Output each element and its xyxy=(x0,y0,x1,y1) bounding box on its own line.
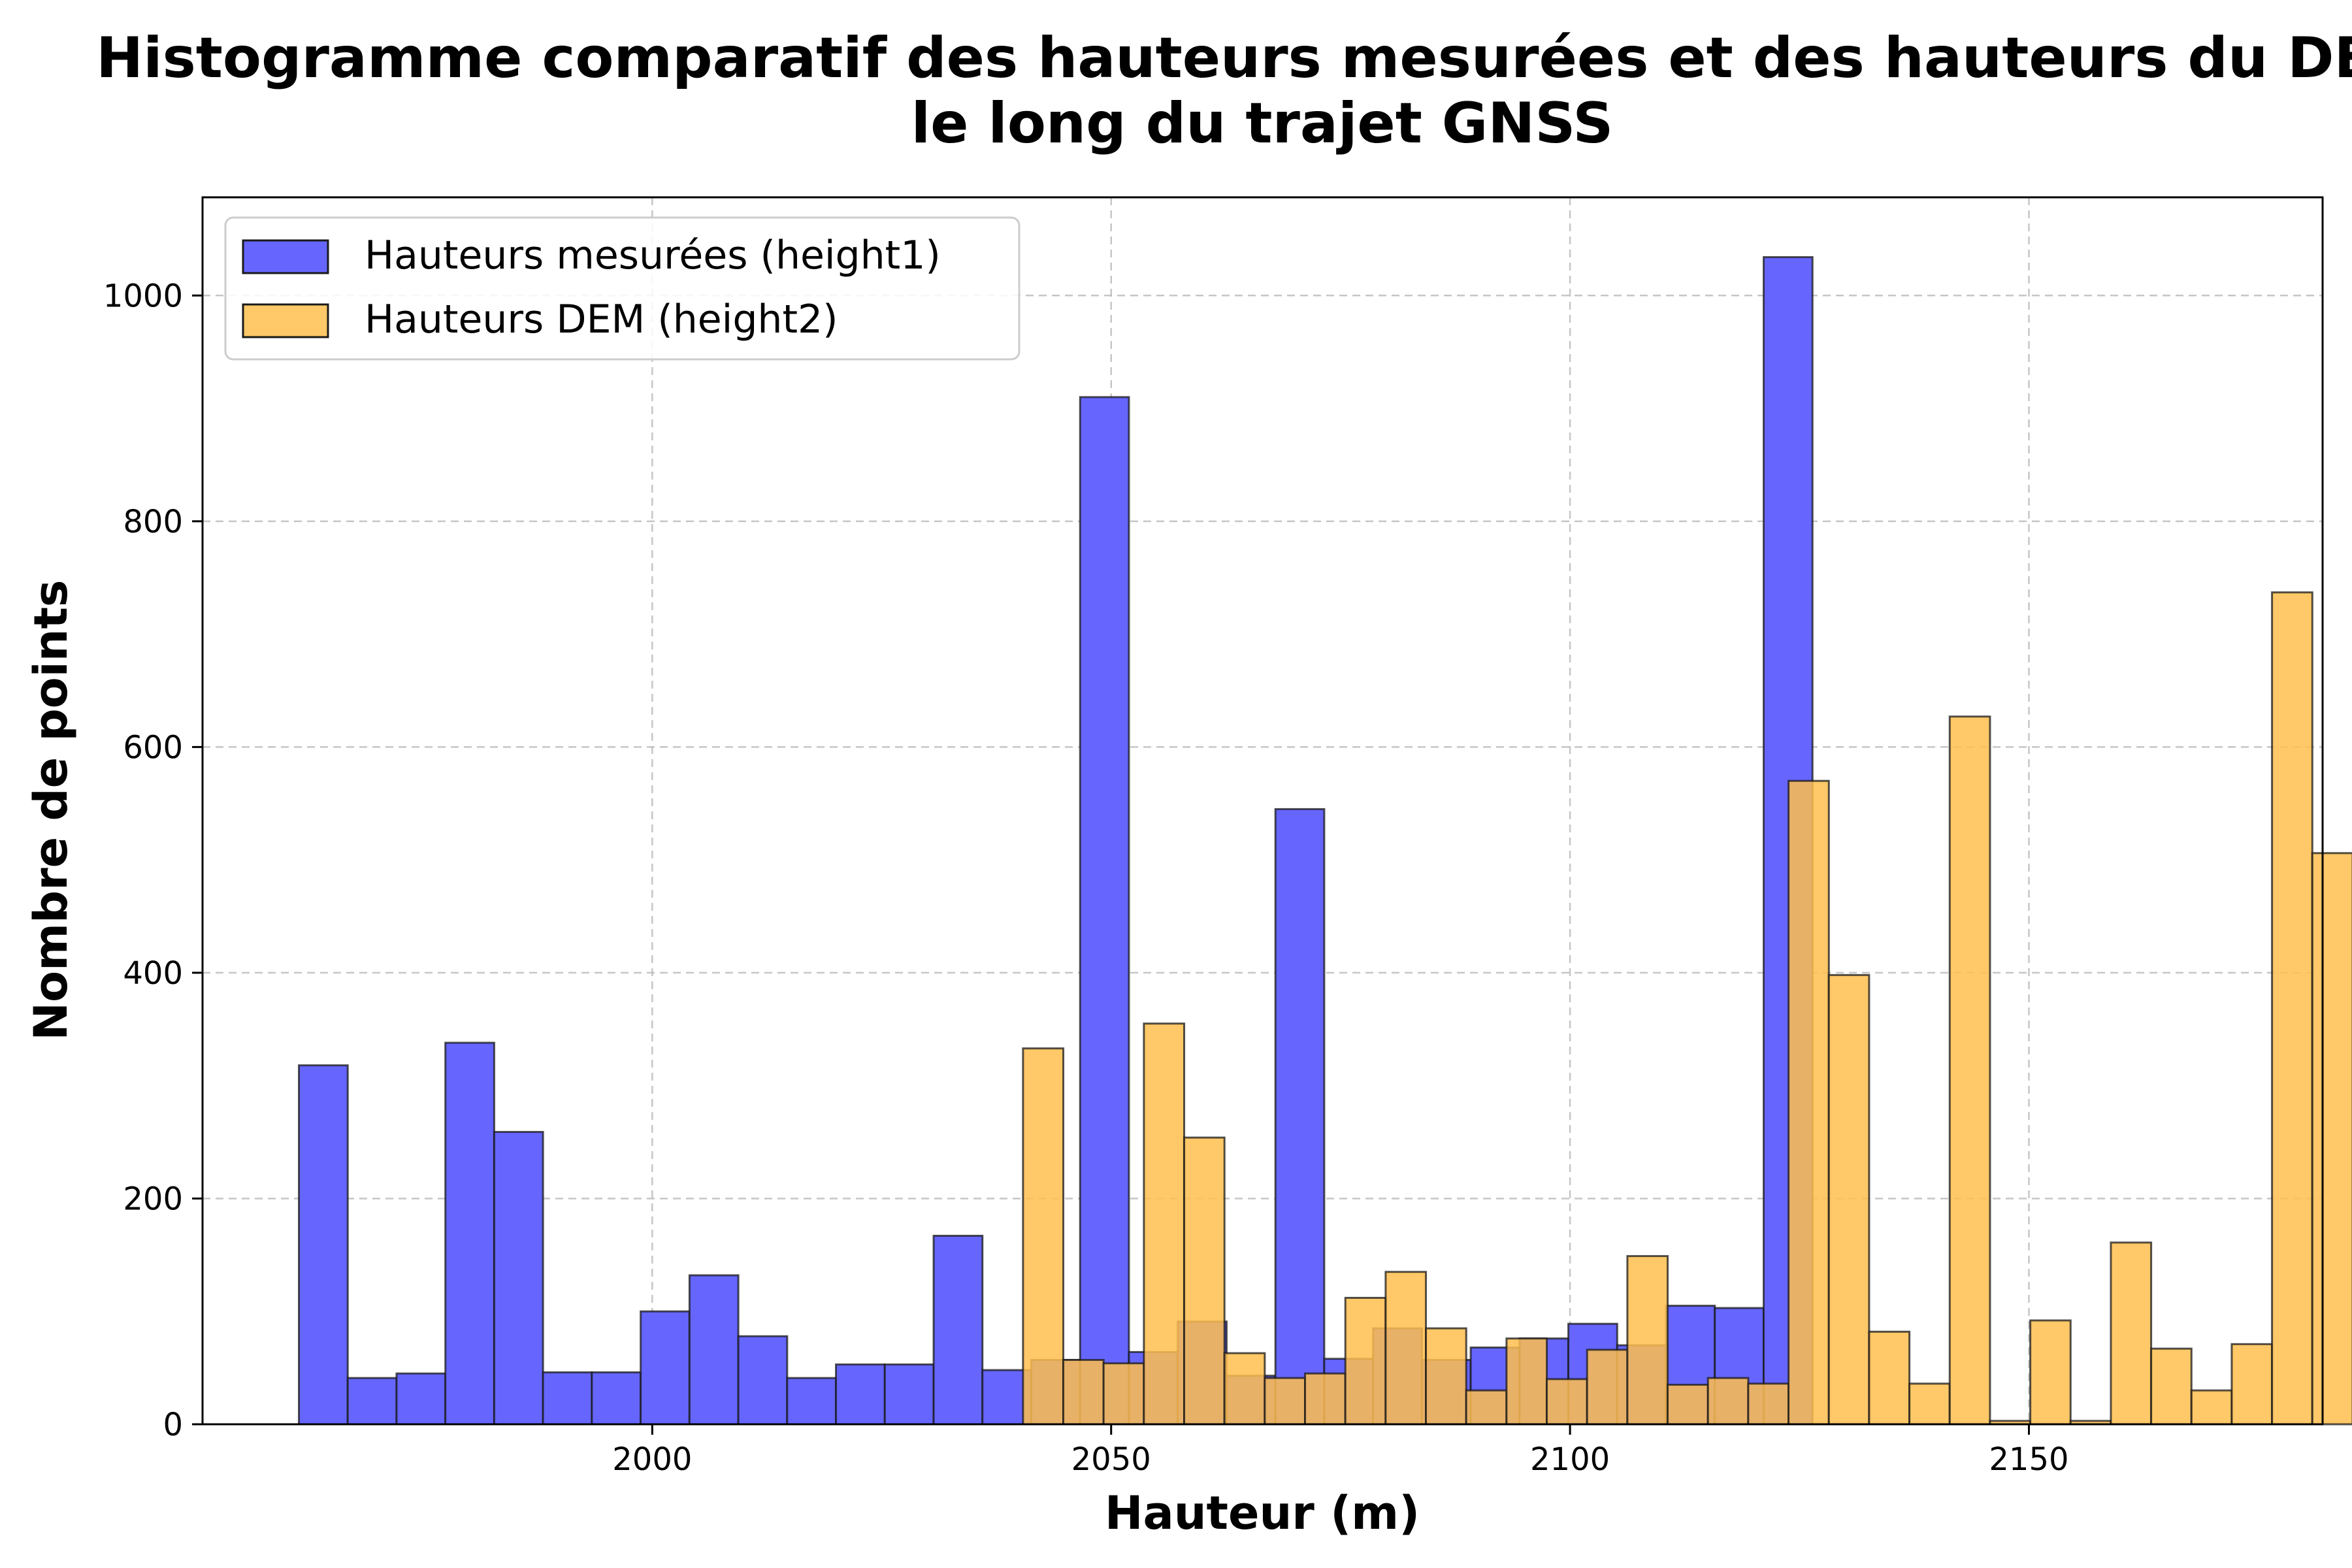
bar-height2-12 xyxy=(1505,1337,1548,1426)
bar-height2-19 xyxy=(1788,779,1830,1426)
y-tick-label: 200 xyxy=(123,1181,183,1217)
bar-height2-30 xyxy=(2230,1343,2274,1426)
x-tick-label: 2150 xyxy=(1989,1441,2068,1478)
y-tick-label: 400 xyxy=(123,955,183,992)
bar-height1-4 xyxy=(493,1131,544,1426)
bar-height1-9 xyxy=(737,1335,789,1426)
bar-height2-20 xyxy=(1827,973,1870,1426)
bar-height2-9 xyxy=(1384,1271,1428,1426)
bar-height1-12 xyxy=(883,1363,935,1426)
legend: Hauteurs mesurées (height1) Hauteurs DEM … xyxy=(224,216,1021,361)
y-axis-label: Nombre de points xyxy=(24,580,78,1040)
ticks: 2000 2050 2100 2150 0 200 400 600 800 1000 xyxy=(103,278,2069,1478)
bar-height2-3 xyxy=(1143,1022,1186,1426)
title-line-1: Histogramme comparatif des hauteurs mesu… xyxy=(96,25,2352,91)
bar-height2-0 xyxy=(1022,1047,1065,1426)
bar-height2-6 xyxy=(1264,1377,1307,1426)
bar-height2-11 xyxy=(1465,1389,1508,1426)
chart-title: Histogramme comparatif des hauteurs mesu… xyxy=(96,25,2352,156)
x-tick-label: 2050 xyxy=(1071,1441,1151,1478)
bar-height2-1 xyxy=(1062,1359,1105,1426)
bar-height2-28 xyxy=(2150,1347,2193,1426)
plot-frame xyxy=(201,196,2324,1426)
y-tick-label: 1000 xyxy=(103,278,183,314)
bar-height1-3 xyxy=(444,1041,495,1426)
bar-height2-21 xyxy=(1868,1330,1911,1426)
bar-height1-1 xyxy=(346,1377,398,1426)
legend-label-2: Hauteurs DEM (height2) xyxy=(365,297,838,342)
bar-height1-2 xyxy=(395,1372,447,1426)
bar-height2-22 xyxy=(1908,1382,1951,1426)
bar-height2-17 xyxy=(1707,1377,1750,1426)
bar-height1-7 xyxy=(640,1310,691,1426)
x-axis-label: Hauteur (m) xyxy=(1105,1486,1420,1540)
bar-height1-10 xyxy=(786,1377,838,1426)
bars xyxy=(298,256,2352,1426)
bar-height2-32 xyxy=(2311,852,2352,1426)
bar-height1-13 xyxy=(932,1234,984,1426)
legend-swatch-2 xyxy=(242,303,329,338)
bar-height2-10 xyxy=(1425,1327,1467,1426)
bar-height2-5 xyxy=(1223,1352,1266,1426)
bar-height1-8 xyxy=(688,1274,740,1426)
bar-height2-14 xyxy=(1586,1348,1629,1426)
bar-height2-16 xyxy=(1667,1384,1709,1426)
bar-height2-2 xyxy=(1102,1362,1145,1426)
bar-height2-15 xyxy=(1626,1255,1669,1426)
axes xyxy=(201,196,2324,1426)
bar-height2-29 xyxy=(2190,1389,2233,1426)
y-tick-label: 800 xyxy=(123,504,183,540)
x-tick-label: 2100 xyxy=(1530,1441,1610,1478)
y-tick-label: 600 xyxy=(123,729,183,766)
bar-height2-25 xyxy=(2029,1319,2072,1426)
bar-height2-8 xyxy=(1344,1296,1387,1426)
title-line-2: le long du trajet GNSS xyxy=(911,91,1614,156)
bar-height2-27 xyxy=(2110,1241,2153,1426)
bar-height2-31 xyxy=(2271,591,2313,1426)
bar-height2-7 xyxy=(1304,1372,1347,1426)
bar-height1-0 xyxy=(298,1064,349,1426)
bar-height1-11 xyxy=(835,1363,886,1426)
bar-height2-18 xyxy=(1747,1382,1790,1426)
legend-label-1: Hauteurs mesurées (height1) xyxy=(365,233,941,278)
bar-height1-16 xyxy=(1079,396,1130,1426)
bar-height2-23 xyxy=(1948,715,1991,1426)
bar-height1-6 xyxy=(591,1371,642,1426)
bar-height1-20 xyxy=(1274,808,1326,1426)
legend-box xyxy=(224,216,1021,361)
bar-height2-13 xyxy=(1546,1378,1588,1426)
y-tick-label: 0 xyxy=(163,1407,183,1443)
bar-height2-4 xyxy=(1183,1136,1226,1426)
bar-height1-5 xyxy=(542,1371,593,1426)
legend-swatch-1 xyxy=(242,239,329,274)
x-tick-label: 2000 xyxy=(612,1441,692,1478)
